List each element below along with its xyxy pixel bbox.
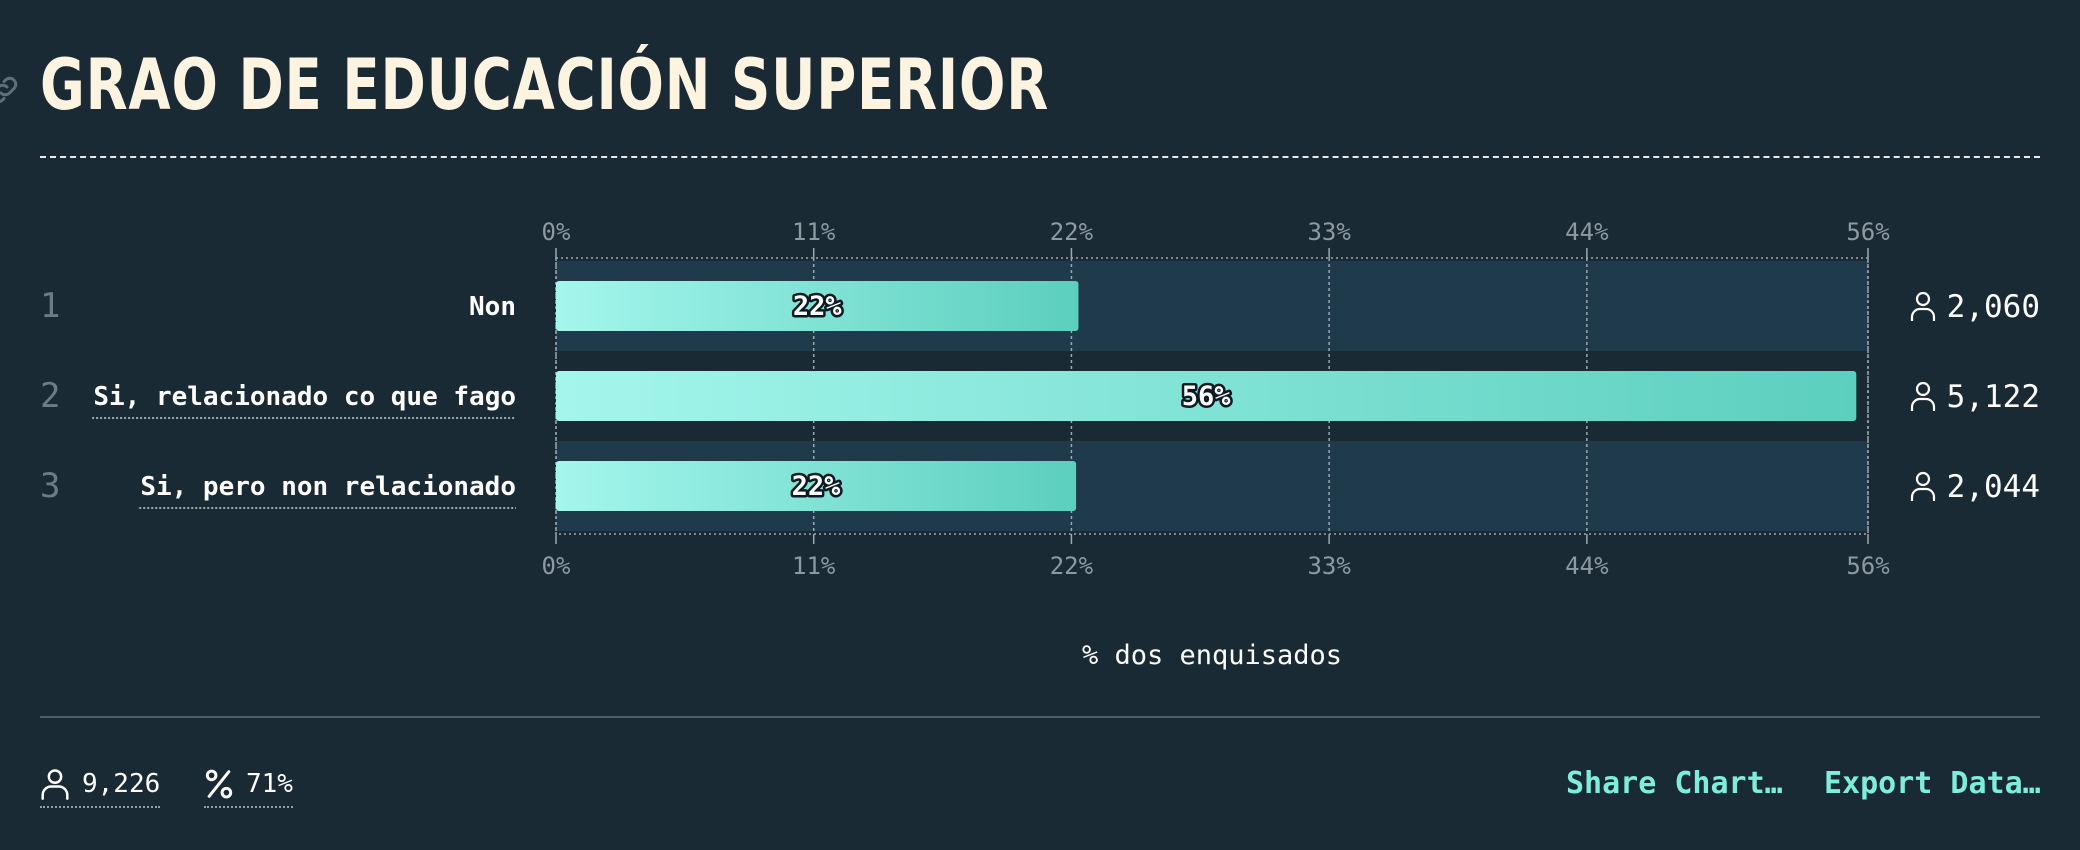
tick-label-top: 44%	[1565, 218, 1609, 246]
tick-label-top: 33%	[1307, 218, 1351, 246]
rank-number: 1	[40, 286, 60, 326]
share-chart-link[interactable]: Share Chart…	[1566, 766, 1783, 801]
respondents-stat[interactable]: 9,226	[40, 762, 161, 808]
tick-label-top: 56%	[1846, 218, 1890, 246]
bar	[556, 371, 1857, 421]
rank-number: 3	[40, 466, 60, 506]
respondent-count: 2,060	[1947, 289, 2040, 325]
response-rate-value: 71%	[246, 769, 293, 799]
category-label: Si, pero non relacionado	[140, 472, 516, 502]
bar-value-label: 22%	[793, 291, 843, 322]
person-icon	[41, 769, 69, 800]
footer-divider	[40, 716, 2040, 718]
tick-label-bottom: 0%	[542, 552, 571, 580]
respondent-count: 2,044	[1947, 469, 2040, 505]
person-icon	[1910, 471, 1936, 501]
percent-icon	[205, 769, 233, 799]
tick-label-top: 0%	[542, 218, 571, 246]
person-icon	[1910, 381, 1936, 411]
respondent-count: 5,122	[1947, 379, 2040, 415]
respondents-count: 9,226	[82, 769, 161, 799]
tick-label-top: 11%	[792, 218, 836, 246]
tick-label-bottom: 33%	[1307, 552, 1351, 580]
tick-label-bottom: 11%	[792, 552, 836, 580]
category-label: Si, relacionado co que fago	[93, 382, 516, 412]
person-icon	[1910, 291, 1936, 321]
tick-label-bottom: 56%	[1846, 552, 1890, 580]
tick-label-bottom: 22%	[1050, 552, 1094, 580]
chart-title: GRAO DE EDUCACIÓN SUPERIOR	[40, 44, 1050, 126]
bar	[556, 461, 1077, 511]
response-rate-stat[interactable]: 71%	[204, 762, 293, 808]
bar-value-label: 22%	[792, 471, 842, 502]
rank-number: 2	[40, 376, 60, 416]
tick-label-top: 22%	[1050, 218, 1094, 246]
export-data-link[interactable]: Export Data…	[1824, 766, 2041, 801]
bar-value-label: 56%	[1182, 381, 1232, 412]
link-icon[interactable]	[0, 72, 22, 108]
x-axis-label: % dos enquisados	[1082, 640, 1342, 671]
tick-label-bottom: 44%	[1565, 552, 1609, 580]
title-divider	[40, 156, 2040, 158]
bar	[556, 281, 1079, 331]
category-label: Non	[469, 292, 516, 322]
bar-chart: 0% 0% 11% 11% 22% 22% 33% 33% 44% 44% 56% 56% 22% 1 No…	[40, 218, 2040, 671]
